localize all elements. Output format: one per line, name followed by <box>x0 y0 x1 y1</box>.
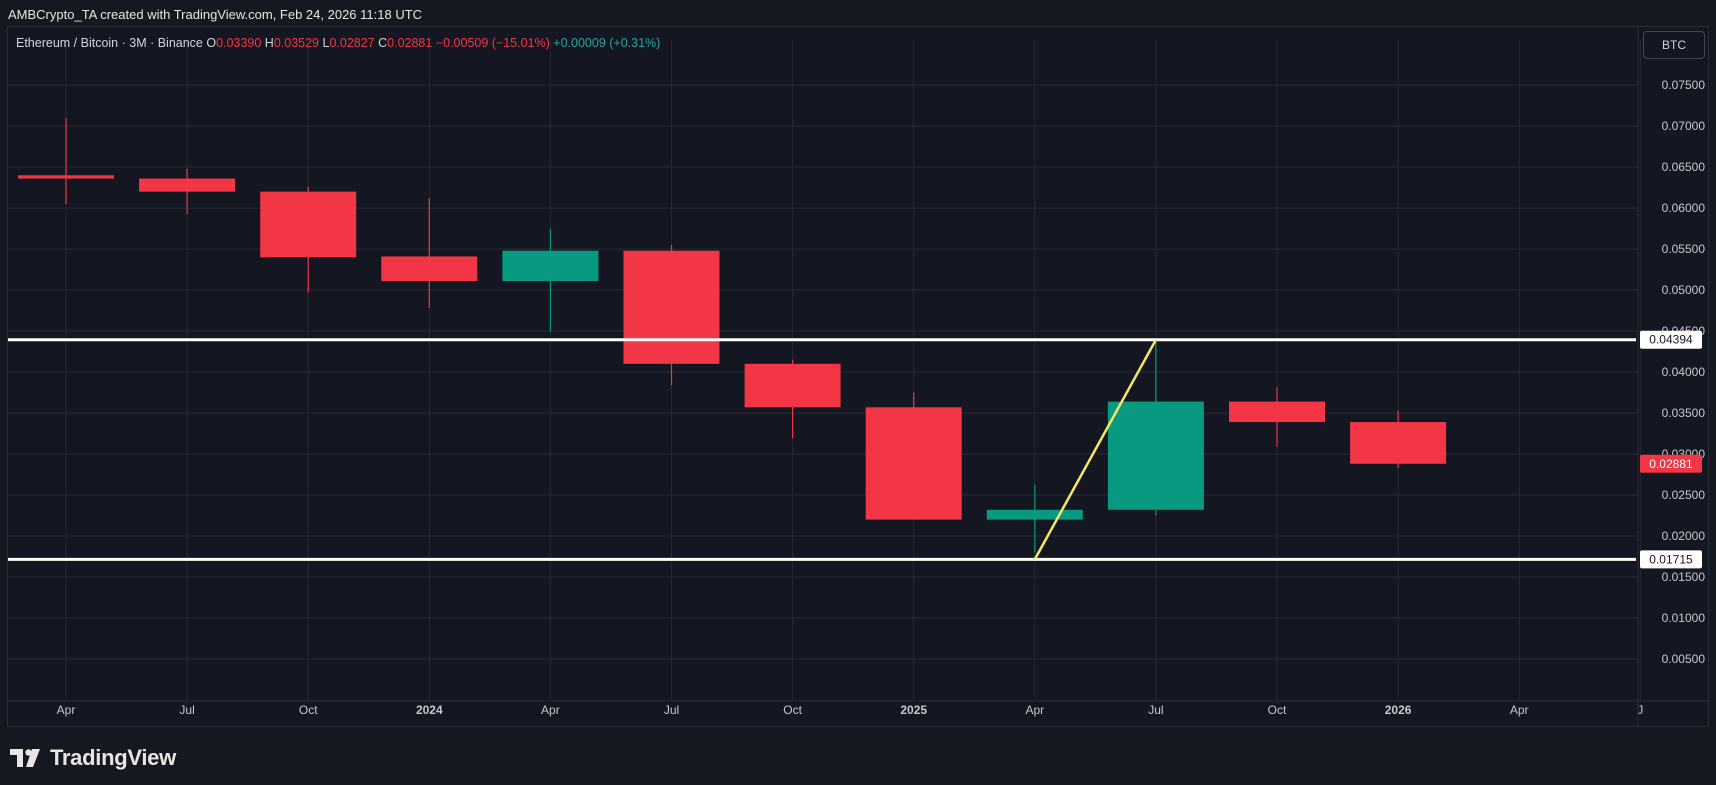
y-tick-label: 0.06500 <box>1662 160 1706 174</box>
chart-caption: AMBCrypto_TA created with TradingView.co… <box>8 7 423 22</box>
x-tick-label: Apr <box>1510 703 1529 717</box>
ohlc-legend: Ethereum / Bitcoin · 3M · Binance O0.033… <box>16 36 660 50</box>
extra-change-value: +0.00009 (+0.31%) <box>553 36 661 50</box>
high-value: 0.03529 <box>273 36 319 50</box>
x-tick-label: Oct <box>783 703 802 717</box>
level-label-bg <box>1640 330 1702 349</box>
current-price-label-bg <box>1640 454 1702 473</box>
y-tick-label: 0.05000 <box>1662 283 1706 297</box>
x-tick-label: Apr <box>1025 703 1044 717</box>
y-tick-label: 0.00500 <box>1662 652 1706 666</box>
close-label: C <box>378 36 388 50</box>
candle-body <box>865 407 962 520</box>
level-label-bg <box>1640 550 1702 569</box>
x-tick-label: 2024 <box>416 703 443 717</box>
candle-body <box>139 178 236 192</box>
y-tick-label: 0.02000 <box>1662 529 1706 543</box>
tradingview-logo-icon <box>10 749 40 767</box>
x-tick-label: Apr <box>57 703 76 717</box>
tradingview-logo[interactable]: TradingView <box>10 744 176 772</box>
level-label: 0.01715 <box>1649 552 1693 566</box>
x-tick-label: 2026 <box>1385 703 1412 717</box>
candle-body <box>1107 401 1204 510</box>
x-tick-label: Jul <box>664 703 679 717</box>
y-tick-label: 0.04000 <box>1662 365 1706 379</box>
candle-body <box>260 191 357 258</box>
y-tick-label: 0.01500 <box>1662 570 1706 584</box>
candle-body <box>502 250 599 282</box>
current-price-label: 0.02881 <box>1649 457 1693 471</box>
candle-body <box>744 363 841 408</box>
open-value: 0.03390 <box>216 36 262 50</box>
currency-button[interactable]: BTC <box>1643 31 1705 59</box>
x-tick-label: 2025 <box>900 703 927 717</box>
x-tick-label: J <box>1637 703 1643 717</box>
y-tick-label: 0.01000 <box>1662 611 1706 625</box>
y-tick-label: 0.03500 <box>1662 406 1706 420</box>
high-label: H <box>264 36 274 50</box>
close-value: 0.02881 <box>387 36 433 50</box>
chart-frame <box>7 26 1709 727</box>
x-tick-label: Jul <box>179 703 194 717</box>
candle-body <box>986 509 1083 520</box>
candle-body <box>1229 401 1325 423</box>
candle-body <box>18 175 114 179</box>
low-label: L <box>322 36 330 50</box>
candle-body <box>1350 422 1447 464</box>
candle-body <box>381 256 478 282</box>
x-tick-label: Apr <box>541 703 560 717</box>
y-tick-label: 0.07000 <box>1662 119 1706 133</box>
y-tick-label: 0.06000 <box>1662 201 1706 215</box>
trend-line <box>1033 339 1157 560</box>
symbol-label[interactable]: Ethereum / Bitcoin · 3M · Binance <box>16 36 203 50</box>
x-tick-label: Oct <box>1268 703 1287 717</box>
level-label: 0.04394 <box>1649 333 1693 347</box>
x-tick-label: Jul <box>1148 703 1163 717</box>
y-tick-label: 0.05500 <box>1662 242 1706 256</box>
open-label: O <box>206 36 217 50</box>
x-tick-label: Oct <box>299 703 318 717</box>
tradingview-logo-text: TradingView <box>50 745 176 770</box>
y-tick-label: 0.07500 <box>1662 78 1706 92</box>
change-value: −0.00509 (−15.01%) <box>435 36 550 50</box>
low-value: 0.02827 <box>329 36 375 50</box>
candle-body <box>623 250 720 364</box>
y-tick-label: 0.02500 <box>1662 488 1706 502</box>
